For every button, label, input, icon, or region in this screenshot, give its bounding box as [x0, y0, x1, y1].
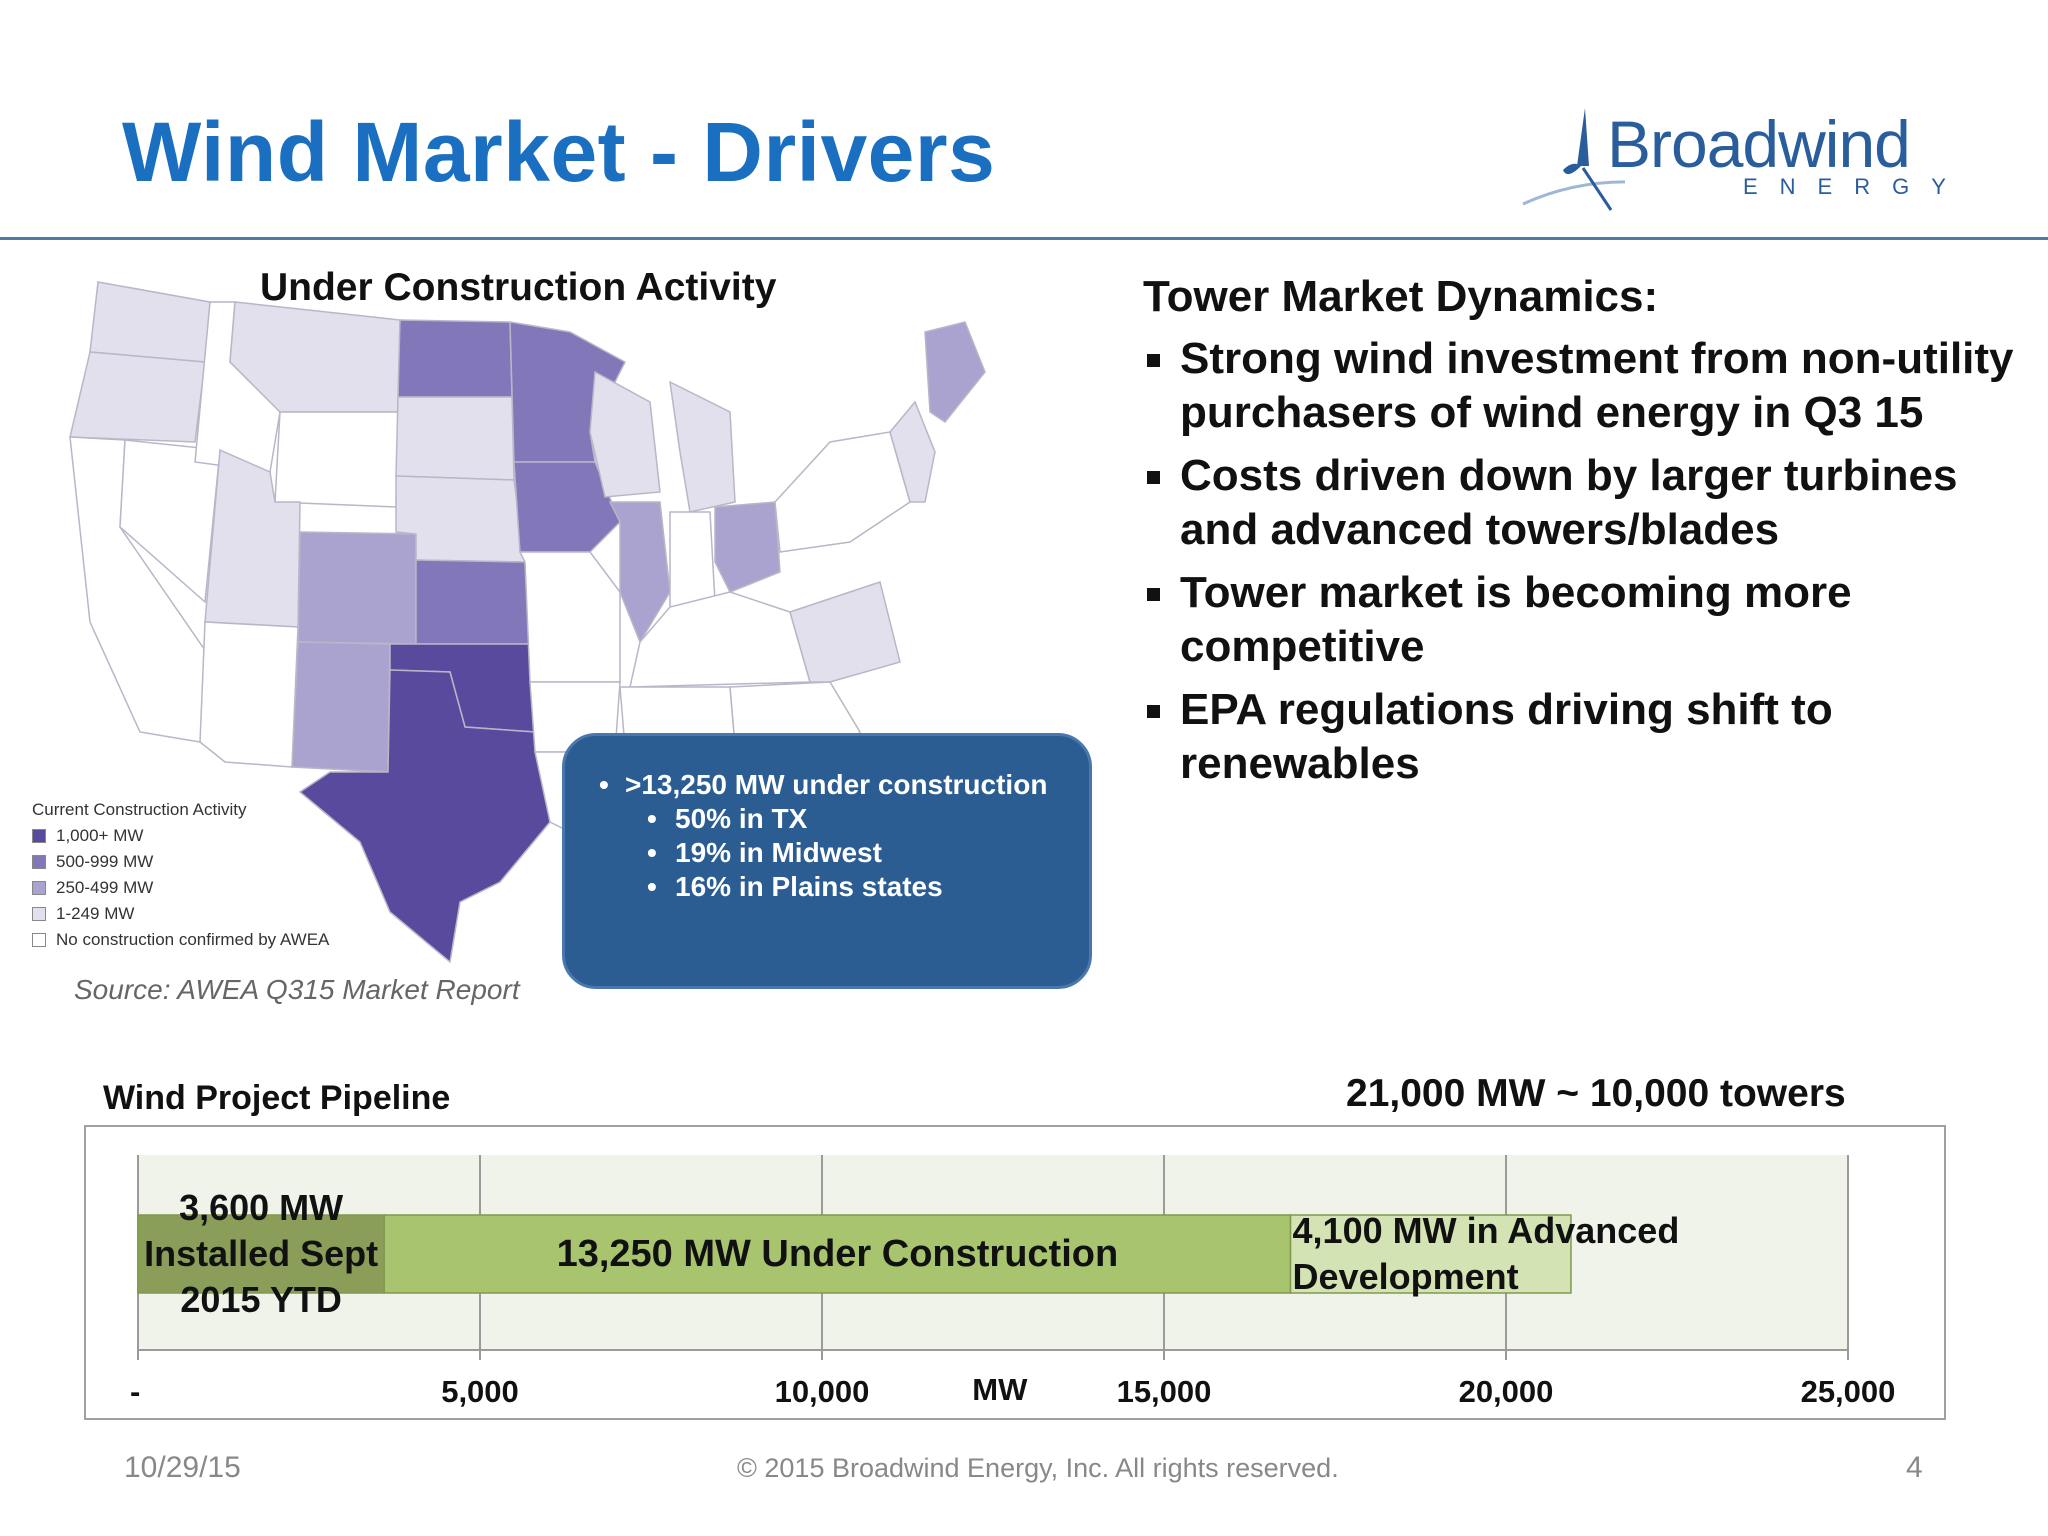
logo-wordmark: Broadwind	[1607, 107, 1911, 181]
map-title: Under Construction Activity	[260, 266, 777, 309]
dynamics-item: Strong wind investment from non-utility …	[1143, 332, 2023, 440]
legend-swatch	[32, 907, 46, 921]
bullet-icon	[1147, 588, 1160, 601]
callout-main: • >13,250 MW under construction	[599, 769, 1048, 800]
page-number: 4	[1906, 1451, 1923, 1484]
bar-segment	[137, 1214, 385, 1294]
slide-title: Wind Market - Drivers	[122, 105, 996, 199]
legend-label: 1,000+ MW	[56, 826, 144, 845]
legend-swatch	[32, 829, 46, 843]
x-tick-label: 15,000	[1117, 1374, 1212, 1409]
legend-item: No construction confirmed by AWEA	[32, 927, 329, 953]
broadwind-logo: Broadwind ENERGY	[1515, 100, 1946, 220]
x-tick-label: 5,000	[441, 1374, 519, 1409]
tower-market-dynamics: Tower Market Dynamics: Strong wind inves…	[1143, 272, 2023, 800]
x-tick-label: 25,000	[1801, 1374, 1896, 1409]
callout-sub: • 16% in Plains states	[647, 871, 943, 902]
x-tick-label: 20,000	[1459, 1374, 1554, 1409]
bar-segment	[383, 1214, 1292, 1294]
legend-item: 250-499 MW	[32, 875, 329, 901]
legend-item: 500-999 MW	[32, 849, 329, 875]
bullet-icon	[1147, 471, 1160, 484]
bar-segment	[1289, 1214, 1572, 1294]
legend-item: 1,000+ MW	[32, 823, 329, 849]
dynamics-title: Tower Market Dynamics:	[1143, 272, 1659, 321]
dynamics-item: EPA regulations driving shift to renewab…	[1143, 683, 2023, 791]
legend-swatch	[32, 933, 46, 947]
legend-swatch	[32, 855, 46, 869]
dynamics-item: Tower market is becoming more competitiv…	[1143, 566, 2023, 674]
towers-note: 21,000 MW ~ 10,000 towers	[1346, 1072, 1846, 1115]
callout-sub: • 19% in Midwest	[647, 837, 882, 868]
legend-label: 1-249 MW	[56, 904, 135, 923]
logo-subtitle: ENERGY	[1743, 174, 1968, 199]
bullet-icon	[1147, 705, 1160, 718]
bar-data-label: 13,250 MW Under Construction	[557, 1233, 1119, 1275]
us-construction-map	[69, 281, 986, 964]
legend-label: 250-499 MW	[56, 878, 154, 897]
map-legend: Current Construction Activity 1,000+ MW …	[32, 797, 329, 953]
footer-date: 10/29/15	[124, 1451, 241, 1484]
turbine-swoosh-icon	[1522, 108, 1625, 211]
map-source: Source: AWEA Q315 Market Report	[74, 974, 520, 1005]
pipeline-title: Wind Project Pipeline	[103, 1079, 451, 1117]
dynamics-item: Costs driven down by larger turbines and…	[1143, 449, 2023, 557]
x-axis-label: MW	[972, 1372, 1028, 1407]
bar-data-label: 4,100 MW in Advanced Development	[1293, 1210, 1680, 1297]
construction-callout: • >13,250 MW under construction • 50% in T…	[562, 733, 1092, 989]
x-tick-label: -	[130, 1374, 140, 1409]
callout-sub: • 50% in TX	[647, 803, 808, 834]
legend-label: 500-999 MW	[56, 852, 154, 871]
legend-title: Current Construction Activity	[32, 800, 247, 819]
legend-label: No construction confirmed by AWEA	[56, 930, 330, 949]
header-divider	[0, 237, 2048, 240]
legend-item: 1-249 MW	[32, 901, 329, 927]
pipeline-chart: - 5,000 10,000 15,000 20,000 25,000 MW 3,600 MW…	[84, 1125, 1946, 1420]
legend-swatch	[32, 881, 46, 895]
footer-copyright: © 2015 Broadwind Energy, Inc. All rights…	[737, 1453, 1339, 1483]
bullet-icon	[1147, 354, 1160, 367]
x-tick-label: 10,000	[775, 1374, 870, 1409]
bar-data-label: 3,600 MW Installed Sept 2015 YTD	[144, 1187, 378, 1320]
